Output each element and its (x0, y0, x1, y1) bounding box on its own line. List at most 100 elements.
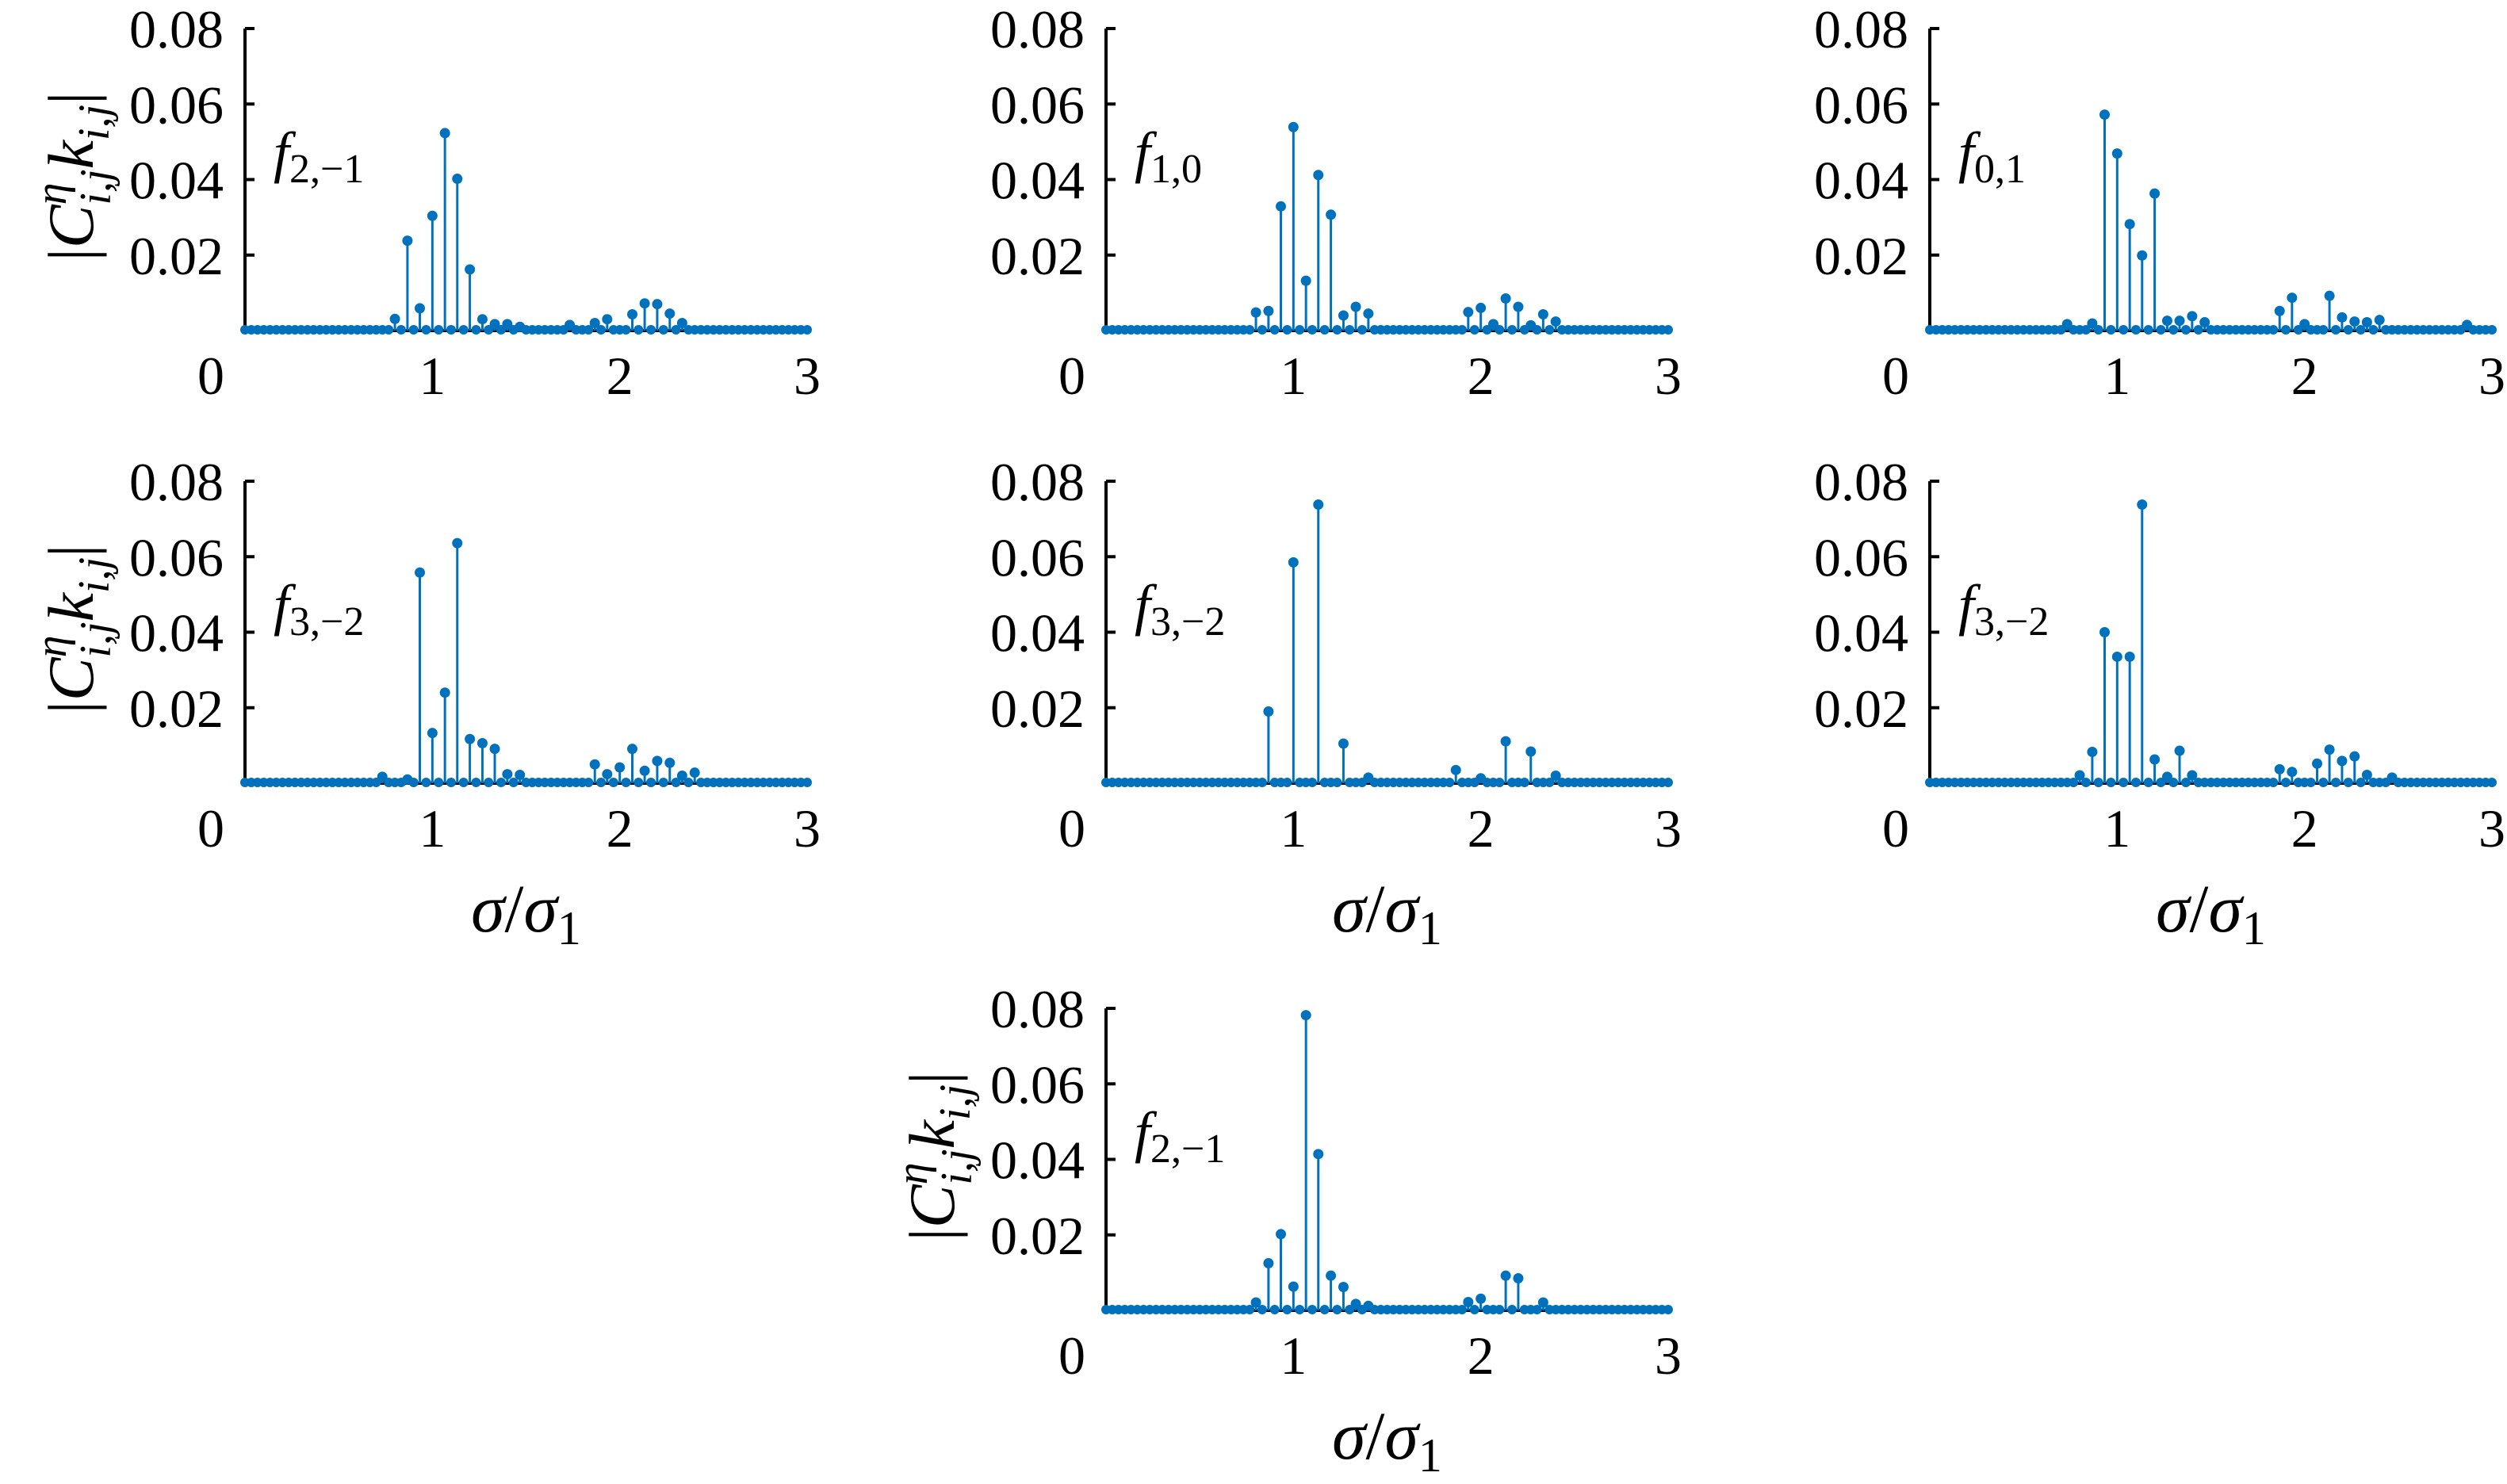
stem-marker (1525, 746, 1537, 757)
x-tick-label: 2 (607, 346, 633, 406)
stem-marker (1450, 764, 1461, 775)
stem-marker (2161, 316, 2172, 327)
baseline-marker (621, 325, 631, 335)
x-tick-label: 1 (1280, 1325, 1307, 1386)
baseline-marker (1332, 1305, 1342, 1314)
stem-marker (1488, 319, 1499, 330)
stem-marker (1500, 293, 1511, 304)
stem-marker (1463, 307, 1474, 318)
x-label-sigma: σ (1332, 870, 1368, 947)
panel-label: f2,−1 (274, 120, 364, 192)
baseline-marker (1269, 325, 1280, 335)
baseline-marker (421, 325, 431, 335)
stem-marker (1300, 275, 1311, 286)
stem-marker (2137, 499, 2148, 511)
x-label-slash: / (2190, 870, 2209, 947)
stem-marker (2087, 318, 2098, 329)
x-label-sigma-1: σ (2208, 870, 2245, 947)
baseline-marker (1307, 325, 1317, 335)
stem-marker (639, 765, 650, 776)
baseline-marker (2281, 778, 2291, 787)
x-tick-label: 2 (1468, 798, 1495, 859)
y-axis-label: |Cηi,jki,j| (27, 92, 121, 262)
baseline-marker (2306, 778, 2316, 787)
x-label-subscript: 1 (1418, 1429, 1442, 1482)
y-label-bar-open: | (35, 701, 107, 713)
y-label-sub-ij: i,j (932, 1149, 982, 1184)
stem-marker (427, 728, 438, 739)
stem-marker (515, 770, 526, 781)
baseline-marker (1257, 325, 1267, 335)
y-tick-label: 0.06 (990, 527, 1085, 587)
panel-label-subscript: 3,−2 (1150, 599, 1225, 644)
baseline-marker (1457, 325, 1468, 335)
stem-marker (465, 264, 476, 275)
stem-marker (1263, 305, 1274, 316)
x-tick-label: 3 (1655, 346, 1682, 406)
stem-marker (2099, 109, 2110, 120)
stem-marker (2337, 312, 2348, 323)
x-axis-label: σ/σ1 (471, 870, 581, 954)
stem-marker (1475, 773, 1487, 784)
stem-marker (1313, 499, 1324, 511)
stem-marker (2374, 315, 2385, 326)
stem-marker (2137, 250, 2148, 261)
baseline-marker (633, 325, 644, 335)
y-tick-label: 0.08 (129, 0, 224, 59)
baseline-marker (1345, 325, 1355, 335)
baseline-marker (446, 778, 456, 787)
subplot-3: 0.02 0.04 0.06 0.08 1 2 3 0 f0,1 (1814, 0, 2505, 406)
y-label-bar-open: | (896, 1228, 968, 1241)
origin-label: 0 (1058, 798, 1085, 859)
y-tick-label: 0.06 (1814, 75, 1908, 135)
baseline-marker (1544, 778, 1555, 787)
baseline-marker (434, 325, 444, 335)
stem-marker (565, 319, 576, 331)
x-label-slash: / (1366, 870, 1385, 947)
stem-marker (2187, 311, 2198, 322)
x-label-sigma-1: σ (1384, 870, 1421, 947)
baseline-marker (2343, 778, 2353, 787)
stem-marker (1537, 1297, 1548, 1308)
baseline-marker (584, 325, 594, 335)
y-tick-label: 0.02 (129, 679, 224, 739)
stem-marker (1250, 307, 1261, 318)
y-label-sub-ij-2: i,j (70, 105, 119, 140)
baseline-marker (1544, 325, 1555, 335)
stem-marker (427, 210, 438, 221)
stem-marker (2349, 316, 2360, 327)
baseline-marker (458, 778, 469, 787)
stem-marker (2087, 746, 2098, 757)
baseline-marker (2356, 778, 2366, 787)
stem-marker (2161, 771, 2172, 782)
stem-marker (1300, 1010, 1311, 1021)
y-tick-label: 0.04 (990, 603, 1085, 664)
stem-marker (2174, 316, 2185, 327)
y-label-C: C (896, 1184, 968, 1228)
y-label-bar-close: | (896, 1072, 968, 1084)
baseline-marker (458, 325, 469, 335)
panel-label: f3,−2 (274, 573, 364, 644)
y-tick-label: 0.08 (990, 0, 1085, 59)
baseline-marker (646, 778, 656, 787)
stem-marker (477, 314, 488, 325)
y-axis-label: |Cηi,jki,j| (27, 545, 121, 714)
y-label-sub-ij: i,j (71, 622, 121, 657)
stem-marker (2187, 770, 2198, 781)
baseline-marker (2130, 325, 2141, 335)
stem-marker (676, 317, 687, 328)
stem-marker (1288, 556, 1299, 568)
baseline-marker (2281, 325, 2291, 335)
x-tick-label: 2 (1468, 1325, 1495, 1386)
stem-marker (1313, 170, 1324, 181)
baseline-marker (1663, 1305, 1673, 1314)
y-tick-label: 0.08 (1814, 452, 1908, 512)
x-tick-label: 2 (607, 798, 633, 859)
baseline-marker (2193, 325, 2203, 335)
x-tick-label: 2 (2291, 798, 2318, 859)
stem-marker (489, 744, 500, 755)
baseline-marker (2143, 778, 2153, 787)
x-tick-label: 1 (1280, 798, 1307, 859)
